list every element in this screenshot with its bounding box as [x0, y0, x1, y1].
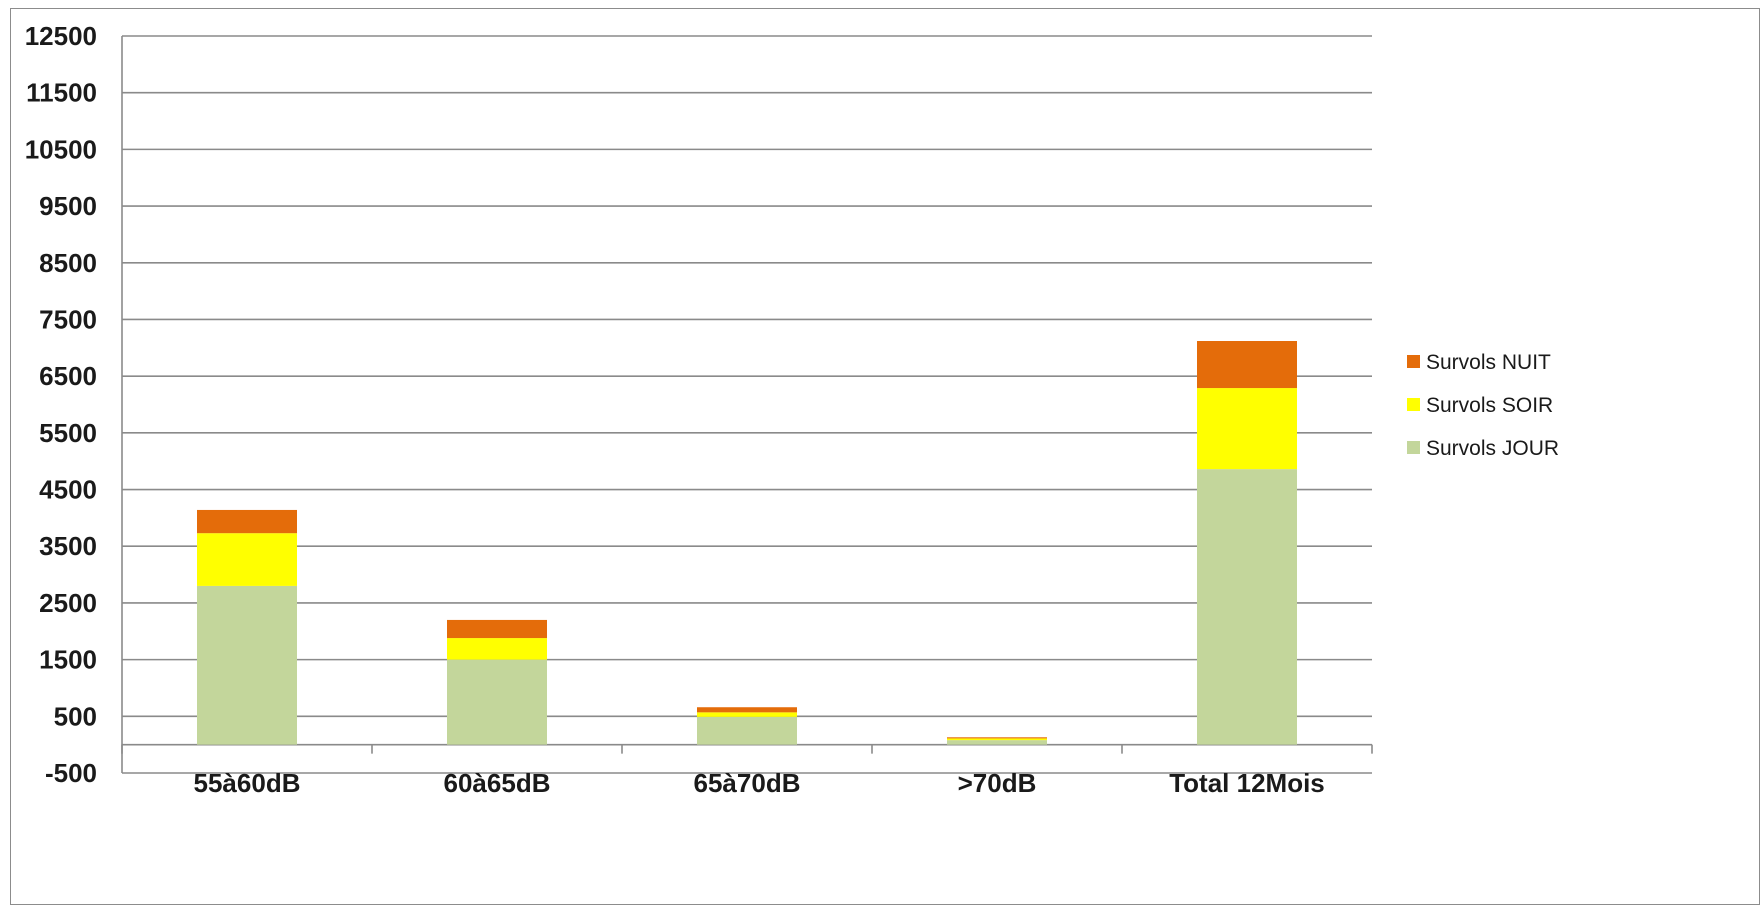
bar-segment [1197, 341, 1297, 389]
y-tick-label: 11500 [26, 78, 97, 108]
bar-segment [447, 619, 547, 639]
y-tick-label: 12500 [25, 21, 97, 51]
x-tick-label: 60à65dB [444, 768, 551, 798]
legend-swatch [1407, 441, 1420, 454]
y-tick-label: 6500 [39, 361, 97, 391]
legend-swatch [1407, 398, 1420, 411]
x-tick-label: 55à60dB [194, 768, 301, 798]
bar-segment [1197, 388, 1297, 470]
y-tick-label: 5500 [39, 418, 97, 448]
bar-segment [697, 712, 797, 717]
y-tick-label: 500 [54, 701, 97, 731]
bar-segment [447, 659, 547, 745]
y-tick-label: -500 [45, 758, 97, 788]
y-tick-label: 1500 [39, 645, 97, 675]
y-tick-label: 2500 [39, 588, 97, 618]
chart-frame [10, 8, 1760, 905]
bar-segment [447, 638, 547, 660]
legend-swatch [1407, 355, 1420, 368]
bar-segment [697, 707, 797, 713]
legend-label: Survols JOUR [1426, 437, 1559, 460]
bar-segment [947, 740, 1047, 745]
bar-segment [197, 533, 297, 586]
axes [121, 36, 1373, 774]
x-tick-label: Total 12Mois [1169, 768, 1325, 798]
y-tick-label: 8500 [39, 248, 97, 278]
legend-label: Survols SOIR [1426, 394, 1553, 417]
x-tick-label: 65à70dB [694, 768, 801, 798]
y-tick-label: 9500 [39, 191, 97, 221]
legend: Survols NUIT Survols SOIR Survols JOUR [1407, 351, 1559, 460]
bar-segment [197, 585, 297, 745]
bar-segment [697, 716, 797, 745]
bar-segment [1197, 469, 1297, 745]
x-tick-label: >70dB [958, 768, 1037, 798]
y-tick-label: 7500 [39, 304, 97, 334]
bars [197, 341, 1297, 745]
grid-lines [122, 35, 1372, 718]
bar-segment [197, 509, 297, 534]
bar-segment [947, 738, 1047, 741]
bar-segment [947, 737, 1047, 739]
y-tick-label: 10500 [25, 134, 97, 164]
y-tick-label: 3500 [39, 531, 97, 561]
tick-labels: -500 500 1500 2500 3500 4500 5500 6500 7500 8500 9… [25, 21, 1325, 798]
y-tick-label: 4500 [39, 475, 97, 505]
legend-label: Survols NUIT [1426, 351, 1551, 374]
